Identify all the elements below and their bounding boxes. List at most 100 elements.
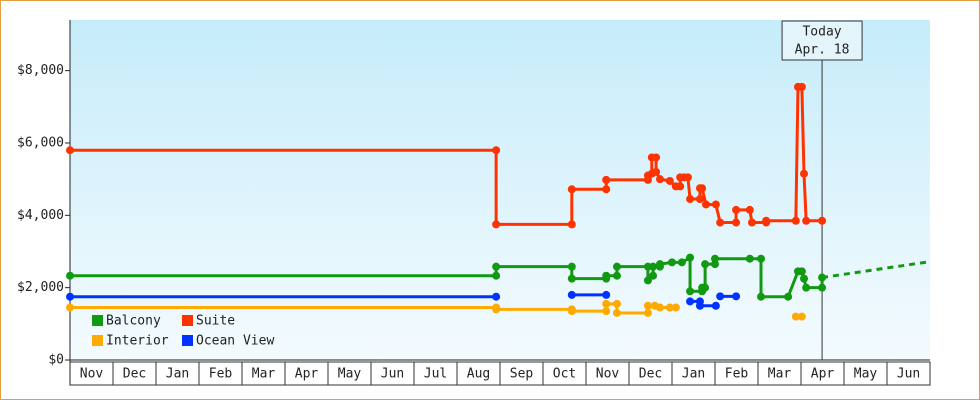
x-tick-label: Nov <box>596 367 620 382</box>
point <box>762 216 771 225</box>
point <box>683 173 692 182</box>
legend-label: Interior <box>106 334 169 349</box>
point <box>802 283 811 292</box>
x-tick-label: Apr <box>295 367 319 382</box>
point <box>492 271 501 280</box>
x-tick-label: Apr <box>811 367 835 382</box>
legend-swatch <box>182 335 193 346</box>
y-tick-label: $2,000 <box>17 280 64 295</box>
x-tick-label: Dec <box>123 367 146 382</box>
point <box>716 292 725 301</box>
x-tick-label: Feb <box>209 367 233 382</box>
point <box>66 271 74 280</box>
point <box>671 303 680 312</box>
point <box>655 175 664 184</box>
point <box>711 254 719 263</box>
point <box>784 292 793 301</box>
point <box>701 260 710 269</box>
point <box>643 301 652 310</box>
x-tick-label: Mar <box>768 367 792 382</box>
point <box>757 292 766 301</box>
x-tick-label: May <box>854 367 878 382</box>
x-tick-label: Jun <box>381 367 404 382</box>
point <box>612 308 621 317</box>
point <box>66 292 74 301</box>
point <box>567 307 576 316</box>
y-tick-label: $4,000 <box>17 208 64 223</box>
point <box>701 283 710 292</box>
point <box>649 262 658 271</box>
point <box>612 299 621 308</box>
point <box>695 195 704 204</box>
point <box>66 146 74 155</box>
x-tick-label: Aug <box>467 367 490 382</box>
point <box>732 205 741 214</box>
point <box>652 167 661 176</box>
point <box>686 253 695 262</box>
x-tick-label: Jan <box>682 367 705 382</box>
point <box>716 218 725 227</box>
point <box>567 185 576 194</box>
point <box>652 153 661 162</box>
point <box>602 185 611 194</box>
point <box>695 301 704 310</box>
legend-label: Balcony <box>106 314 161 329</box>
point <box>711 200 720 209</box>
point <box>732 292 741 301</box>
point <box>745 254 754 263</box>
today-box <box>781 20 863 61</box>
legend-swatch <box>182 315 193 326</box>
point <box>643 308 652 317</box>
x-tick-label: Oct <box>553 367 576 382</box>
point <box>818 273 827 282</box>
point <box>676 182 685 191</box>
point <box>602 271 611 280</box>
point <box>797 82 806 91</box>
point <box>686 297 695 306</box>
x-tick-label: Feb <box>725 367 749 382</box>
point <box>602 175 611 184</box>
x-tick-label: Dec <box>639 367 662 382</box>
point <box>677 258 686 267</box>
legend-swatch <box>92 315 103 326</box>
point <box>800 169 809 178</box>
point <box>745 205 754 214</box>
point <box>492 305 501 314</box>
y-tick-label: $6,000 <box>17 135 64 150</box>
point <box>797 267 806 276</box>
x-tick-label: Mar <box>252 367 276 382</box>
point <box>567 262 576 271</box>
point <box>802 216 811 225</box>
x-tick-label: Nov <box>80 367 104 382</box>
point <box>698 184 707 193</box>
point <box>701 200 710 209</box>
point <box>602 307 611 316</box>
point <box>602 299 611 308</box>
point <box>665 176 674 185</box>
point <box>492 292 501 301</box>
plot-area <box>70 20 930 360</box>
x-tick-label: Jan <box>166 367 189 382</box>
legend-label: Suite <box>196 314 235 329</box>
y-tick-label: $0 <box>48 353 64 368</box>
point <box>649 271 658 280</box>
x-tick-label: Jun <box>897 367 920 382</box>
x-tick-label: Sep <box>510 367 534 382</box>
point <box>655 260 664 269</box>
point <box>791 312 800 321</box>
point <box>668 258 676 267</box>
point <box>612 271 621 280</box>
point <box>732 218 741 227</box>
point <box>602 290 611 299</box>
forecast-line <box>821 260 931 280</box>
point <box>567 290 576 299</box>
point <box>747 218 756 227</box>
point <box>665 303 674 312</box>
point <box>655 303 664 312</box>
point <box>791 216 800 225</box>
point <box>797 312 806 321</box>
point <box>492 220 501 229</box>
x-tick-label: May <box>338 367 362 382</box>
legend-swatch <box>92 335 103 346</box>
